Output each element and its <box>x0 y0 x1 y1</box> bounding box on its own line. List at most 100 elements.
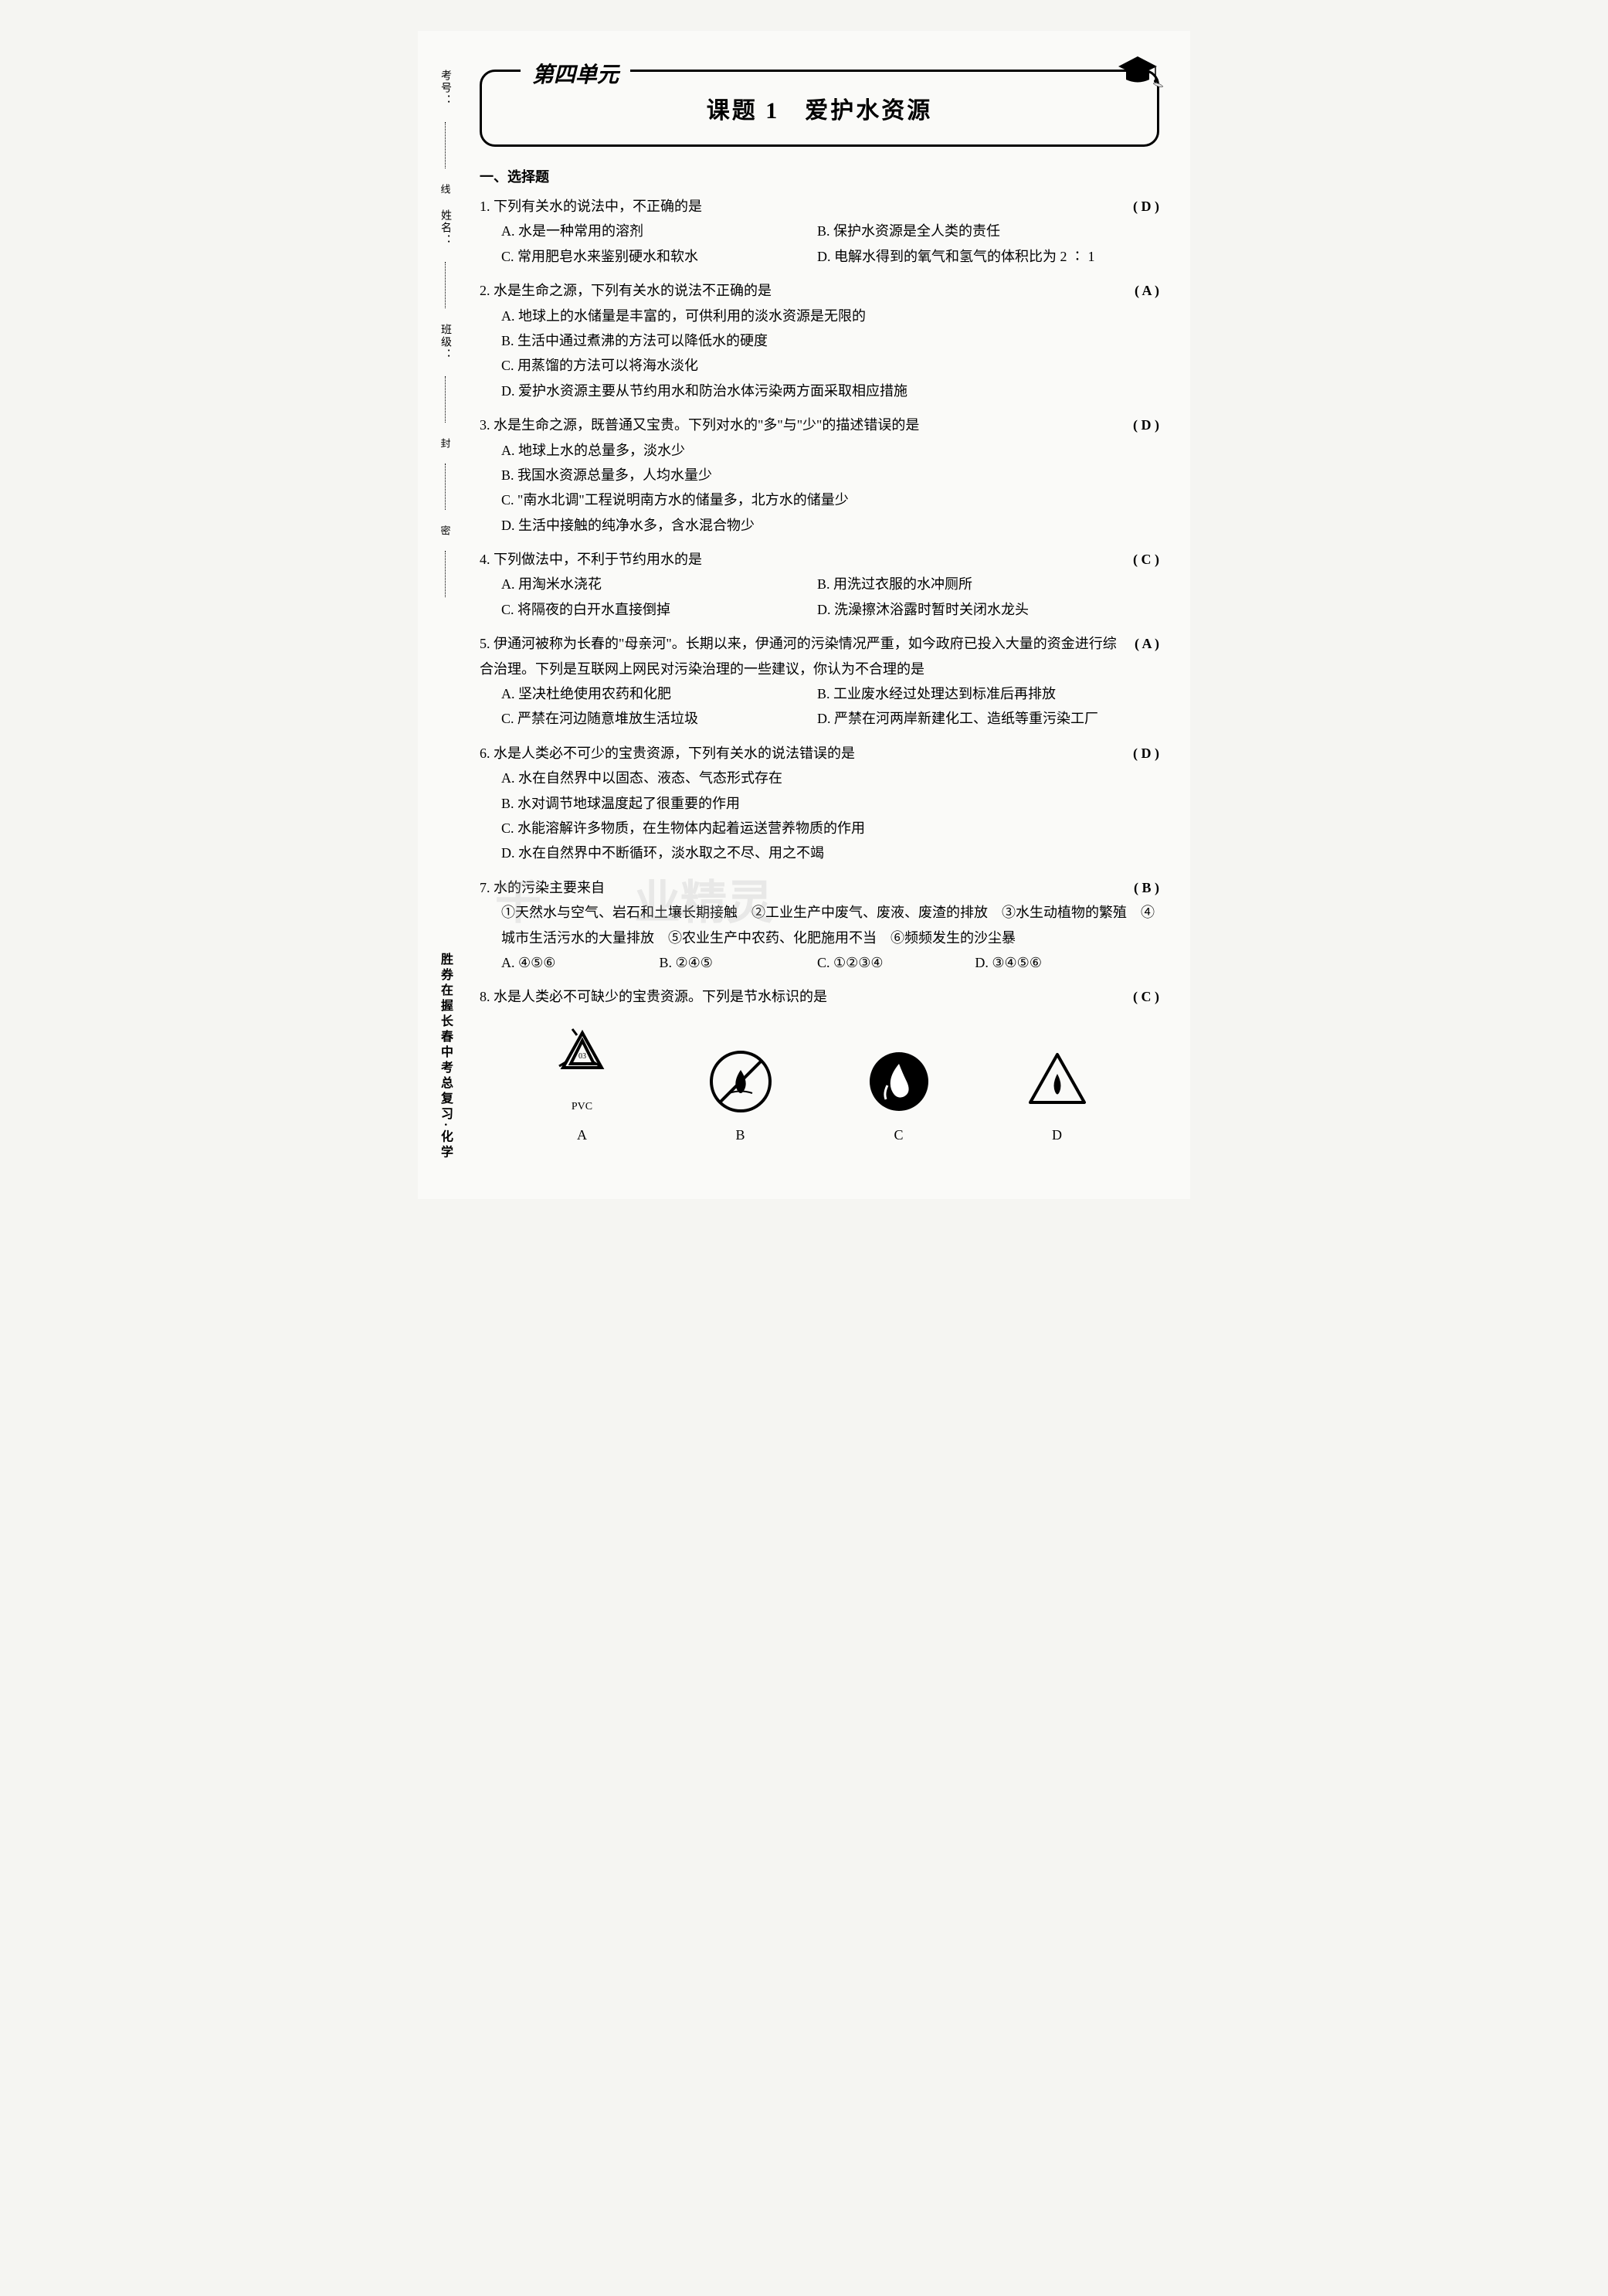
marker-seal: 封 <box>438 438 453 448</box>
option: B. 保护水资源是全人类的责任 <box>817 219 1133 243</box>
answer-blank: ( A ) <box>1119 278 1159 303</box>
option: A. 水是一种常用的溶剂 <box>501 219 817 243</box>
question-text: 1. 下列有关水的说法中，不正确的是 <box>480 194 1118 219</box>
option-label: A <box>577 1123 587 1147</box>
dotted-divider <box>445 376 446 423</box>
question: 1. 下列有关水的说法中，不正确的是( D )A. 水是一种常用的溶剂B. 保护… <box>480 194 1159 269</box>
option: D. 爱护水资源主要从节约用水和防治水体污染两方面采取相应措施 <box>501 379 1159 403</box>
image-option: B <box>706 1047 775 1147</box>
option: B. 生活中通过煮沸的方法可以降低水的硬度 <box>501 328 1159 353</box>
option: A. ④⑤⑥ <box>501 950 659 975</box>
marker-line: 线 <box>438 184 453 194</box>
worksheet-page: 考号： 线 姓名： 班级： 封 密 胜券在握长春中考总复习·化学 第四单元 课题… <box>418 31 1190 1199</box>
question-stem: 4. 下列做法中，不利于节约用水的是( C ) <box>480 547 1159 572</box>
question-text: 5. 伊通河被称为长春的"母亲河"。长期以来，伊通河的污染情况严重，如今政府已投… <box>480 631 1119 681</box>
option: A. 水在自然界中以固态、液态、气态形式存在 <box>501 766 1159 790</box>
answer-blank: ( D ) <box>1118 194 1159 219</box>
option: C. 常用肥皂水来鉴别硬水和软水 <box>501 244 817 269</box>
question-text: 4. 下列做法中，不利于节约用水的是 <box>480 547 1118 572</box>
option: C. ①②③④ <box>817 950 975 975</box>
question: 3. 水是生命之源，既普通又宝贵。下列对水的"多"与"少"的描述错误的是( D … <box>480 413 1159 538</box>
questions-list: 1. 下列有关水的说法中，不正确的是( D )A. 水是一种常用的溶剂B. 保护… <box>480 194 1159 1159</box>
dotted-divider <box>445 464 446 510</box>
option: A. 用淘米水浇花 <box>501 572 817 596</box>
options-list: A. 地球上的水储量是丰富的，可供利用的淡水资源是无限的B. 生活中通过煮沸的方… <box>480 304 1159 404</box>
options-list: A. ④⑤⑥B. ②④⑤C. ①②③④D. ③④⑤⑥ <box>480 950 1159 975</box>
option-icon: 03 <box>548 1021 617 1091</box>
dotted-divider <box>445 122 446 168</box>
option: B. 用洗过衣服的水冲厕所 <box>817 572 1133 596</box>
option: B. 我国水资源总量多，人均水量少 <box>501 463 1159 487</box>
option: C. 严禁在河边随意堆放生活垃圾 <box>501 706 817 731</box>
option: D. 生活中接触的纯净水多，含水混合物少 <box>501 513 1159 538</box>
question-extra: ①天然水与空气、岩石和土壤长期接触 ②工业生产中废气、废液、废渣的排放 ③水生动… <box>480 900 1159 950</box>
question: 5. 伊通河被称为长春的"母亲河"。长期以来，伊通河的污染情况严重，如今政府已投… <box>480 631 1159 732</box>
question-text: 6. 水是人类必不可少的宝贵资源，下列有关水的说法错误的是 <box>480 741 1118 766</box>
image-option: C <box>864 1047 934 1147</box>
question-stem: 3. 水是生命之源，既普通又宝贵。下列对水的"多"与"少"的描述错误的是( D … <box>480 413 1159 437</box>
field-class: 班级： <box>437 324 453 361</box>
option: A. 地球上水的总量多，淡水少 <box>501 438 1159 463</box>
image-options-row: 03 PVC A B C D <box>480 1010 1159 1160</box>
question-text: 8. 水是人类必不可缺少的宝贵资源。下列是节水标识的是 <box>480 984 1118 1009</box>
option: B. ②④⑤ <box>659 950 816 975</box>
option-icon <box>1023 1047 1092 1116</box>
options-list: A. 地球上水的总量多，淡水少B. 我国水资源总量多，人均水量少C. "南水北调… <box>480 438 1159 538</box>
question-stem: 5. 伊通河被称为长春的"母亲河"。长期以来，伊通河的污染情况严重，如今政府已投… <box>480 631 1159 681</box>
option-icon <box>706 1047 775 1116</box>
question-stem: 1. 下列有关水的说法中，不正确的是( D ) <box>480 194 1159 219</box>
answer-blank: ( C ) <box>1118 984 1159 1009</box>
answer-blank: ( B ) <box>1118 875 1159 900</box>
question-text: 7. 水的污染主要来自 <box>480 875 1118 900</box>
question-stem: 7. 水的污染主要来自( B ) <box>480 875 1159 900</box>
question-text: 2. 水是生命之源，下列有关水的说法不正确的是 <box>480 278 1119 303</box>
options-list: A. 用淘米水浇花B. 用洗过衣服的水冲厕所C. 将隔夜的白开水直接倒掉D. 洗… <box>480 572 1159 622</box>
unit-label: 第四单元 <box>521 58 630 89</box>
section-heading: 一、选择题 <box>480 166 1159 186</box>
answer-blank: ( C ) <box>1118 547 1159 572</box>
option: D. 洗澡擦沐浴露时暂时关闭水龙头 <box>817 597 1133 622</box>
option-sublabel: PVC <box>572 1097 592 1116</box>
title-frame: 第四单元 课题 1 爱护水资源 <box>480 70 1159 147</box>
book-title-vertical: 胜券在握长春中考总复习·化学 <box>436 953 454 1160</box>
option: D. 电解水得到的氧气和氢气的体积比为 2 ∶ 1 <box>817 244 1133 269</box>
option: C. 水能溶解许多物质，在生物体内起着运送营养物质的作用 <box>501 816 1159 841</box>
option: C. 将隔夜的白开水直接倒掉 <box>501 597 817 622</box>
dotted-divider <box>445 262 446 308</box>
question: 6. 水是人类必不可少的宝贵资源，下列有关水的说法错误的是( D )A. 水在自… <box>480 741 1159 866</box>
option: A. 地球上的水储量是丰富的，可供利用的淡水资源是无限的 <box>501 304 1159 328</box>
svg-text:03: 03 <box>578 1052 586 1061</box>
field-exam-id: 考号： <box>437 70 453 107</box>
option-icon <box>864 1047 934 1116</box>
question: 7. 水的污染主要来自( B )①天然水与空气、岩石和土壤长期接触 ②工业生产中… <box>480 875 1159 976</box>
answer-blank: ( D ) <box>1118 741 1159 766</box>
option: B. 水对调节地球温度起了很重要的作用 <box>501 791 1159 816</box>
question-text: 3. 水是生命之源，既普通又宝贵。下列对水的"多"与"少"的描述错误的是 <box>480 413 1118 437</box>
option-label: C <box>894 1123 903 1147</box>
field-name: 姓名： <box>437 209 453 246</box>
option: A. 坚决杜绝使用农药和化肥 <box>501 681 817 706</box>
question: 8. 水是人类必不可缺少的宝贵资源。下列是节水标识的是( C ) 03 PVC A B C… <box>480 984 1159 1159</box>
option: C. 用蒸馏的方法可以将海水淡化 <box>501 353 1159 378</box>
graduation-cap-icon <box>1111 53 1165 91</box>
options-list: A. 水是一种常用的溶剂B. 保护水资源是全人类的责任C. 常用肥皂水来鉴别硬水… <box>480 219 1159 269</box>
option-label: B <box>735 1123 745 1147</box>
options-list: A. 水在自然界中以固态、液态、气态形式存在B. 水对调节地球温度起了很重要的作… <box>480 766 1159 866</box>
option: D. ③④⑤⑥ <box>975 950 1132 975</box>
image-option: D <box>1023 1047 1092 1147</box>
question: 2. 水是生命之源，下列有关水的说法不正确的是( A )A. 地球上的水储量是丰… <box>480 278 1159 403</box>
option: D. 水在自然界中不断循环，淡水取之不尽、用之不竭 <box>501 841 1159 865</box>
topic-title: 课题 1 爱护水资源 <box>505 83 1134 133</box>
question: 4. 下列做法中，不利于节约用水的是( C )A. 用淘米水浇花B. 用洗过衣服… <box>480 547 1159 622</box>
image-option: 03 PVC A <box>548 1021 617 1148</box>
question-stem: 2. 水是生命之源，下列有关水的说法不正确的是( A ) <box>480 278 1159 303</box>
options-list: A. 坚决杜绝使用农药和化肥B. 工业废水经过处理达到标准后再排放C. 严禁在河… <box>480 681 1159 732</box>
option: D. 严禁在河两岸新建化工、造纸等重污染工厂 <box>817 706 1133 731</box>
question-stem: 6. 水是人类必不可少的宝贵资源，下列有关水的说法错误的是( D ) <box>480 741 1159 766</box>
option: B. 工业废水经过处理达到标准后再排放 <box>817 681 1133 706</box>
question-stem: 8. 水是人类必不可缺少的宝贵资源。下列是节水标识的是( C ) <box>480 984 1159 1009</box>
dotted-divider <box>445 551 446 597</box>
option-label: D <box>1052 1123 1062 1147</box>
marker-secret: 密 <box>438 525 453 535</box>
binding-sidebar: 考号： 线 姓名： 班级： 封 密 胜券在握长春中考总复习·化学 <box>426 70 464 1160</box>
